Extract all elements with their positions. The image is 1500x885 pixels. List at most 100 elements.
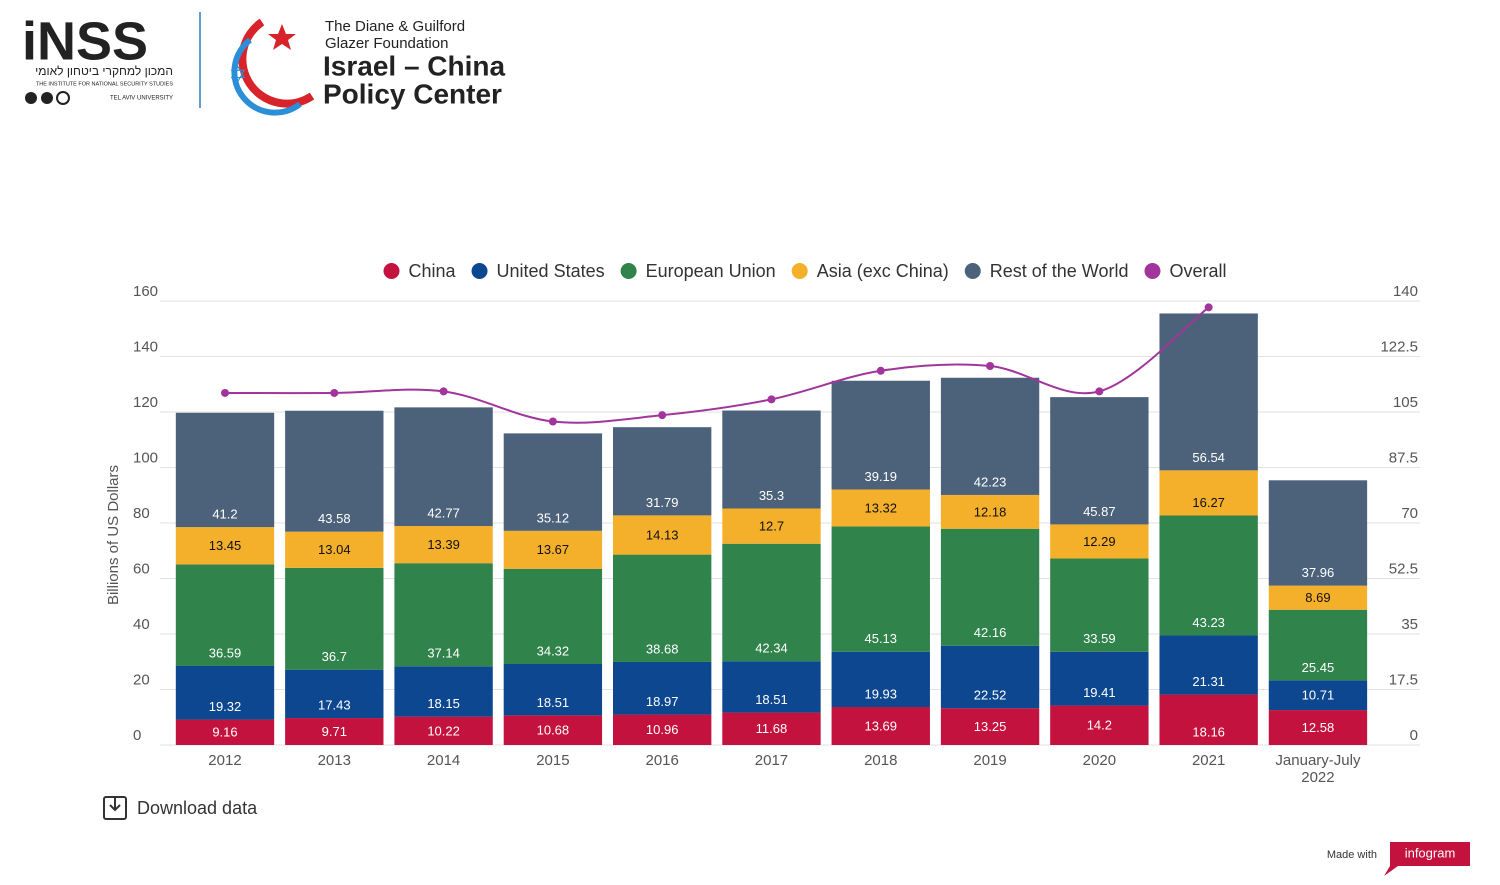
bar-segment bbox=[175, 527, 275, 565]
x-tick-label: 2021 bbox=[1192, 752, 1225, 769]
legend-label: Rest of the World bbox=[990, 261, 1129, 281]
bar-segment bbox=[394, 716, 493, 745]
y-tick-label: 20 bbox=[133, 671, 150, 688]
legend-swatch bbox=[964, 263, 981, 279]
line-point bbox=[439, 387, 448, 396]
line-point bbox=[658, 411, 667, 420]
bar-segment bbox=[831, 651, 930, 708]
legend-swatch bbox=[791, 263, 808, 279]
bar-segment bbox=[1159, 470, 1258, 516]
x-tick-label: 2016 bbox=[645, 752, 678, 769]
foundation-line: Glazer Foundation bbox=[325, 35, 448, 52]
bar-segment bbox=[722, 543, 821, 662]
line-point bbox=[220, 388, 229, 397]
value-label: 39.19 bbox=[864, 469, 897, 484]
center-name: Policy Center bbox=[323, 78, 502, 109]
x-tick-label: 2014 bbox=[427, 752, 460, 769]
value-label: 43.23 bbox=[1192, 615, 1225, 630]
chart: 0 20 40 60 80 100 120 140 160 0 17.5 35 52.5 70 87.5 10… bbox=[133, 261, 1420, 786]
y2-tick-label: 17.5 bbox=[1389, 671, 1418, 688]
y-tick-label: 60 bbox=[133, 560, 150, 577]
university: TEL AVIV UNIVERSITY bbox=[110, 96, 173, 102]
bar-segment bbox=[394, 563, 493, 667]
value-label: 10.71 bbox=[1302, 688, 1335, 703]
value-label: 37.96 bbox=[1302, 565, 1335, 580]
bar-segment bbox=[612, 661, 712, 715]
value-label: 12.58 bbox=[1302, 720, 1335, 735]
value-label: 18.51 bbox=[537, 695, 570, 710]
value-label: 37.14 bbox=[427, 646, 460, 661]
svg-text:✡: ✡ bbox=[229, 62, 247, 87]
bar-segment bbox=[1050, 524, 1149, 559]
value-label: 22.52 bbox=[974, 688, 1007, 703]
x-tick-label: 2019 bbox=[973, 752, 1006, 769]
bar-segment bbox=[831, 380, 930, 490]
value-label: 8.69 bbox=[1305, 590, 1330, 605]
value-label: 43.58 bbox=[318, 511, 351, 526]
value-label: 41.2 bbox=[212, 507, 237, 522]
legend-label: European Union bbox=[646, 261, 776, 281]
legend-swatch bbox=[383, 263, 400, 279]
y-tick-label: 40 bbox=[133, 616, 150, 633]
y2-tick-label: 140 bbox=[1393, 283, 1418, 300]
bar-segment bbox=[175, 564, 275, 666]
x-tick-label: 2013 bbox=[318, 752, 351, 769]
bar-segment bbox=[940, 708, 1040, 745]
value-label: 9.71 bbox=[322, 724, 347, 739]
download-button[interactable]: Download data bbox=[103, 796, 258, 820]
value-label: 13.25 bbox=[974, 719, 1007, 734]
bar-segment bbox=[394, 407, 493, 527]
value-label: 10.68 bbox=[537, 723, 570, 738]
y-tick-label: 160 bbox=[133, 283, 158, 300]
bar-segment bbox=[612, 515, 712, 555]
bar-segment bbox=[1159, 635, 1258, 695]
value-label: 42.16 bbox=[974, 625, 1007, 640]
value-label: 12.29 bbox=[1083, 534, 1116, 549]
value-label: 19.93 bbox=[864, 686, 897, 701]
value-label: 12.7 bbox=[759, 519, 784, 534]
legend-label: Asia (exc China) bbox=[817, 261, 949, 281]
line-point bbox=[548, 417, 557, 426]
bar-segment bbox=[831, 707, 930, 745]
value-label: 42.77 bbox=[427, 505, 460, 520]
bar-segment bbox=[503, 663, 603, 716]
bar-segment bbox=[1268, 480, 1368, 586]
value-label: 11.68 bbox=[756, 721, 788, 736]
bar-segment bbox=[175, 719, 275, 745]
brand[interactable]: infogram bbox=[1405, 845, 1456, 860]
bar-segment bbox=[503, 715, 603, 745]
value-label: 21.31 bbox=[1192, 674, 1225, 689]
value-label: 25.45 bbox=[1302, 660, 1335, 675]
line-point bbox=[767, 395, 776, 404]
center-logo: ✡ The Diane & Guilford Glazer Foundation… bbox=[229, 18, 506, 116]
infogram-badge[interactable]: Made with infogram bbox=[1327, 842, 1470, 876]
y2-tick-label: 35 bbox=[1401, 616, 1418, 633]
value-label: 13.39 bbox=[427, 537, 460, 552]
value-label: 31.79 bbox=[646, 495, 679, 510]
foundation-line: The Diane & Guilford bbox=[325, 18, 465, 35]
download-label[interactable]: Download data bbox=[137, 798, 258, 818]
y-tick-label: 80 bbox=[133, 505, 150, 522]
value-label: 18.15 bbox=[427, 696, 460, 711]
value-label: 18.16 bbox=[1192, 724, 1225, 739]
value-label: 12.18 bbox=[974, 504, 1007, 519]
value-label: 16.27 bbox=[1192, 495, 1225, 510]
value-label: 34.32 bbox=[537, 643, 570, 658]
value-label: 10.96 bbox=[646, 722, 679, 737]
bar-segment bbox=[1268, 710, 1368, 745]
legend-swatch bbox=[471, 263, 488, 279]
inss-logo: iNSS המכון למחקרי ביטחון לאומי THE INSTI… bbox=[22, 11, 173, 105]
value-label: 19.32 bbox=[209, 699, 242, 714]
value-label: 42.23 bbox=[974, 474, 1007, 489]
bar-segment bbox=[175, 665, 275, 720]
made-with: Made with bbox=[1327, 849, 1377, 861]
value-label: 35.12 bbox=[537, 510, 570, 525]
legend-swatch bbox=[620, 263, 637, 279]
value-label: 36.59 bbox=[209, 645, 242, 660]
inss-hebrew: המכון למחקרי ביטחון לאומי bbox=[35, 64, 173, 78]
value-label: 13.32 bbox=[864, 500, 897, 515]
bar-segment bbox=[1050, 558, 1149, 652]
legend-label: Overall bbox=[1169, 261, 1226, 281]
value-label: 13.45 bbox=[209, 538, 242, 553]
bar-segment bbox=[1268, 585, 1368, 610]
